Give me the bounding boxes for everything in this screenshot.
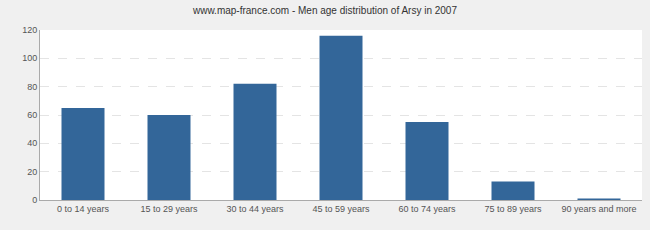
svg-text:60 to 74 years: 60 to 74 years bbox=[398, 204, 456, 214]
svg-text:100: 100 bbox=[22, 53, 37, 63]
svg-text:45 to 59 years: 45 to 59 years bbox=[312, 204, 370, 214]
svg-text:75 to 89 years: 75 to 89 years bbox=[484, 204, 542, 214]
svg-text:60: 60 bbox=[27, 110, 37, 120]
svg-text:0 to 14 years: 0 to 14 years bbox=[57, 204, 110, 214]
svg-text:20: 20 bbox=[27, 167, 37, 177]
svg-text:80: 80 bbox=[27, 82, 37, 92]
svg-text:120: 120 bbox=[22, 25, 37, 35]
svg-text:40: 40 bbox=[27, 138, 37, 148]
svg-text:www.map-france.com - Men age d: www.map-france.com - Men age distributio… bbox=[192, 5, 457, 16]
svg-text:90 years and more: 90 years and more bbox=[561, 204, 636, 214]
svg-text:0: 0 bbox=[32, 195, 37, 205]
svg-text:15 to 29 years: 15 to 29 years bbox=[140, 204, 198, 214]
svg-text:30 to 44 years: 30 to 44 years bbox=[226, 204, 284, 214]
